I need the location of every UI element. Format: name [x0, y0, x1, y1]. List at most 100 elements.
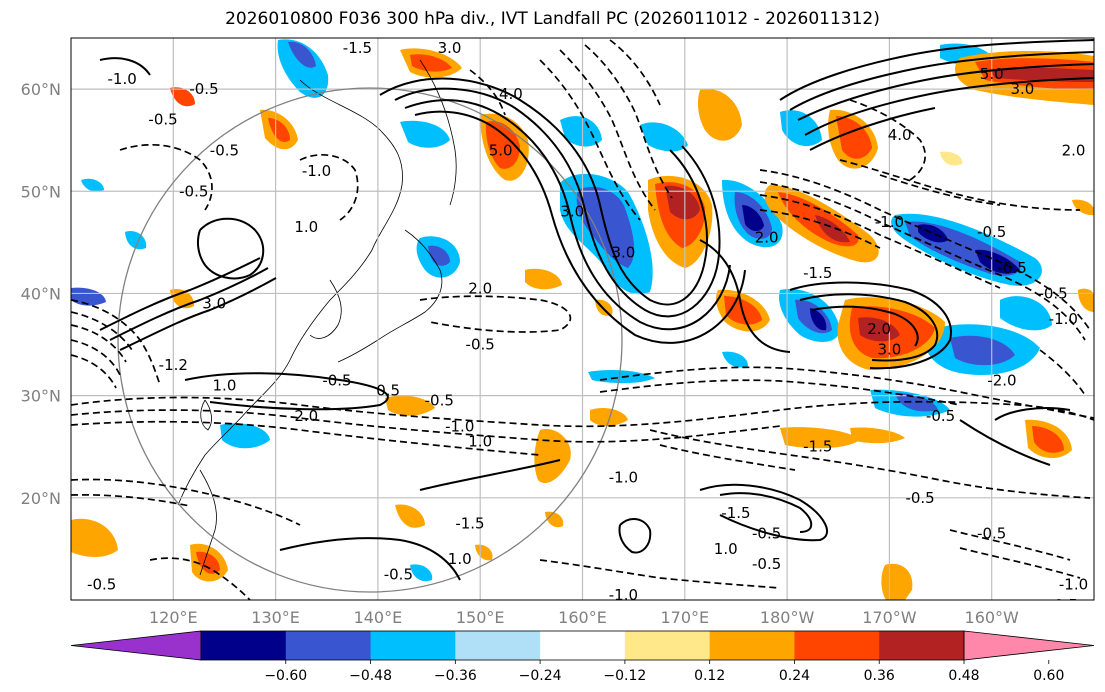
contour-label-12: 3.0: [611, 244, 635, 262]
contour-line: [1039, 349, 1086, 396]
contour-label-23: -1.2: [159, 356, 188, 374]
contour-line: [184, 372, 389, 411]
contour-line: [71, 478, 301, 526]
colorbar-segment-6: [709, 631, 795, 660]
contour-label-20: -0.5: [466, 336, 495, 354]
contour-label-17: -1.5: [803, 264, 832, 282]
lon-label-7: 170°W: [862, 608, 917, 627]
latitude-labels: 20°N 30°N 40°N 50°N 60°N: [21, 80, 61, 508]
contour-label-6: 5.0: [489, 141, 513, 159]
pos-blob: [485, 121, 520, 169]
contour-line: [71, 299, 161, 386]
contour-line: [699, 239, 791, 353]
contour-label-49: 4.0: [888, 126, 912, 144]
contour-label-47: -1.0: [609, 586, 638, 604]
contour-label-8: -1.0: [302, 162, 331, 180]
contour-label-24: 1.0: [213, 376, 237, 394]
neg-blob: [560, 116, 602, 147]
contour-line: [779, 39, 1094, 101]
contour-line: [119, 277, 277, 351]
lon-label-4: 160°E: [558, 608, 607, 627]
contour-label-25: -0.5: [322, 371, 351, 389]
lon-label-3: 150°E: [456, 608, 505, 627]
contour-label-43: -0.5: [87, 576, 116, 594]
colorbar-arrow-low: [70, 630, 202, 661]
contour-label-0: -1.5: [343, 39, 372, 57]
contour-line: [959, 419, 1051, 466]
colorbar-segment-8: [879, 631, 965, 660]
contour-label-54: -1.0: [1049, 310, 1078, 328]
lon-label-2: 140°E: [354, 608, 403, 627]
contour-line: [659, 444, 796, 471]
pos-blob: [385, 395, 435, 416]
neg-blob: [810, 308, 827, 331]
contour-line: [71, 420, 541, 456]
colorbar-segment-7: [794, 631, 880, 660]
neg-blob: [277, 39, 329, 98]
colorbar: [70, 630, 1095, 661]
neg-blob: [410, 564, 433, 582]
contour-line: [994, 407, 1071, 421]
contour-line: [789, 51, 1094, 111]
contour-label-38: 1.0: [448, 550, 472, 568]
contour-line: [196, 217, 265, 280]
colorbar-label-0: −0.60: [264, 668, 307, 684]
contour-label-16: -0.5: [998, 259, 1027, 277]
pos-blob: [1032, 426, 1064, 453]
contour-label-52: 2.0: [1062, 141, 1086, 159]
contour-line: [879, 174, 1001, 206]
pos-blob: [71, 518, 118, 557]
colorbar-arrow-high: [963, 630, 1095, 661]
contour-line: [809, 107, 936, 151]
neg-blob: [220, 423, 270, 449]
contour-line: [71, 324, 127, 363]
pos-blob: [815, 215, 850, 243]
pos-blob: [665, 185, 700, 220]
colorbar-label-2: −0.36: [434, 668, 477, 684]
contour-line: [279, 537, 461, 581]
pos-blob: [475, 544, 493, 561]
pos-blob: [196, 551, 220, 574]
contour-label-32: 1.0: [468, 433, 492, 451]
contour-label-15: -0.5: [977, 223, 1006, 241]
contour-label-7: -0.5: [210, 141, 239, 159]
contour-label-18: 3.0: [202, 295, 226, 313]
contour-label-41: -0.5: [752, 525, 781, 543]
neg-blob: [950, 335, 1015, 366]
contours-negative: [71, 39, 1094, 600]
neg-blob: [400, 120, 450, 148]
neg-blob: [780, 110, 822, 147]
contour-label-44: -0.5: [384, 565, 413, 583]
colorbar-segment-2: [370, 631, 456, 660]
contour-line: [599, 366, 1094, 419]
coastline-asia-east: [177, 79, 403, 506]
colorbar-label-9: 0.60: [1033, 668, 1064, 684]
contour-label-27: 2.0: [294, 407, 318, 425]
contour-label-2: -1.0: [108, 70, 137, 88]
pos-blob: [170, 87, 195, 107]
lon-label-6: 180°W: [760, 608, 815, 627]
contour-line: [719, 492, 813, 533]
contour-line: [699, 483, 829, 542]
contour-line: [71, 339, 121, 376]
contour-label-28: -0.5: [425, 392, 454, 410]
contours-positive: [99, 39, 1094, 581]
contour-line: [469, 69, 506, 116]
contour-label-42: 1.0: [714, 540, 738, 558]
neg-blob: [722, 351, 748, 368]
contour-line: [71, 409, 781, 443]
pos-blob: [534, 429, 571, 484]
contour-label-9: -0.5: [179, 182, 208, 200]
pos-blob: [850, 427, 905, 444]
contour-label-31: -1.0: [445, 417, 474, 435]
contour-label-36: -0.5: [977, 525, 1006, 543]
lat-label-1: 30°N: [21, 387, 61, 406]
range-circle: [117, 87, 623, 593]
colorbar-segment-4: [540, 631, 626, 660]
contour-line: [618, 518, 652, 554]
contour-label-11: 1.0: [294, 218, 318, 236]
contour-label-45: -1.0: [1059, 576, 1088, 594]
contour-label-29: -2.0: [987, 371, 1016, 389]
contour-line: [759, 194, 1001, 289]
